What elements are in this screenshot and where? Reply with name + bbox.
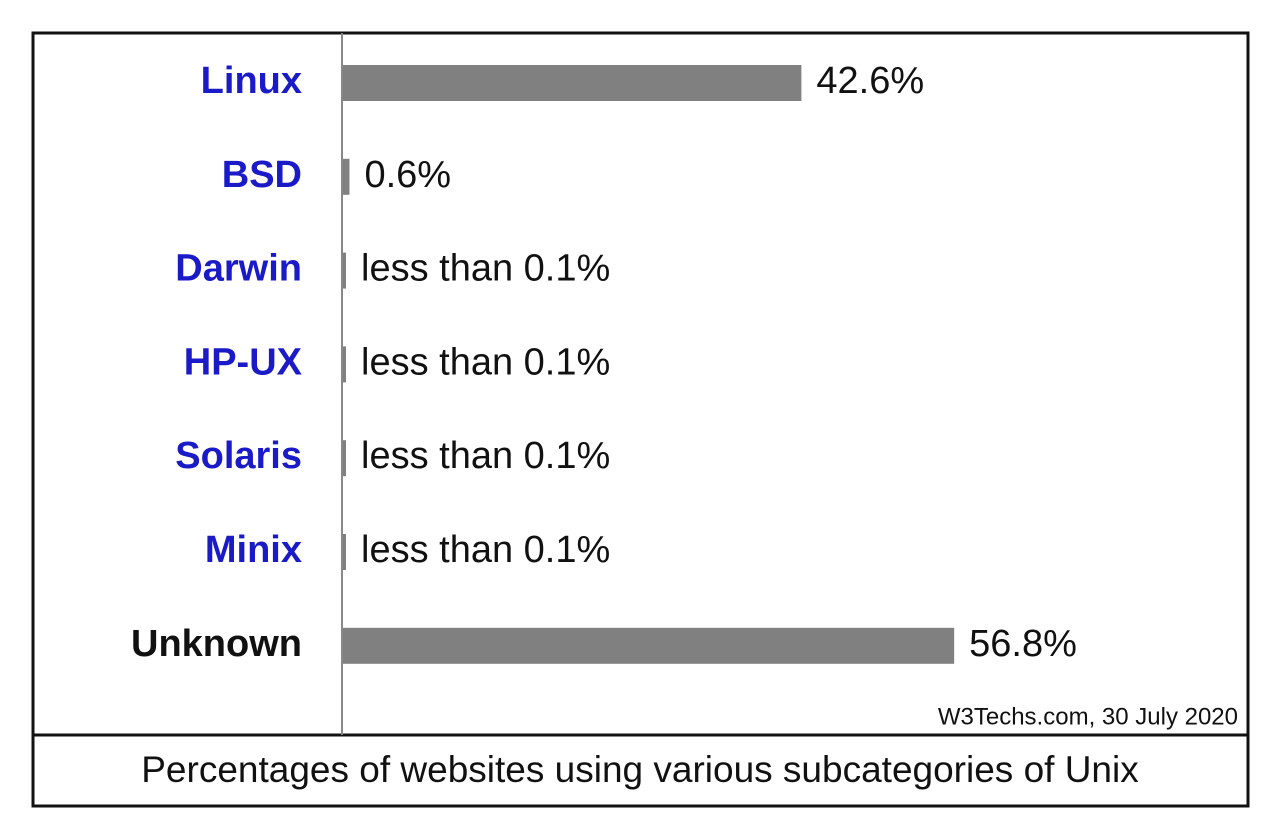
frame	[31, 31, 1250, 808]
category-label: Unknown	[131, 623, 302, 665]
category-label: HP-UX	[184, 341, 303, 383]
value-label: less than 0.1%	[361, 248, 610, 290]
category-label: Solaris	[175, 435, 302, 477]
category-label: Linux	[201, 60, 302, 102]
value-label: 56.8%	[969, 623, 1077, 665]
value-label: 0.6%	[364, 154, 451, 196]
bar	[343, 440, 346, 477]
category-label: BSD	[222, 154, 302, 196]
source: W3Techs.com, 30 July 2020	[938, 703, 1238, 730]
bar	[343, 627, 955, 664]
value-label: less than 0.1%	[361, 341, 610, 383]
caption: Percentages of websites using various su…	[141, 749, 1139, 790]
category-label: Minix	[205, 529, 302, 571]
bar	[343, 346, 346, 383]
bar	[343, 252, 346, 289]
value-label: 42.6%	[816, 60, 924, 102]
category-label: Darwin	[175, 248, 302, 290]
value-label: less than 0.1%	[361, 435, 610, 477]
bar	[343, 158, 350, 195]
bar	[343, 65, 802, 101]
value-label: less than 0.1%	[361, 529, 610, 571]
bar	[343, 534, 346, 570]
